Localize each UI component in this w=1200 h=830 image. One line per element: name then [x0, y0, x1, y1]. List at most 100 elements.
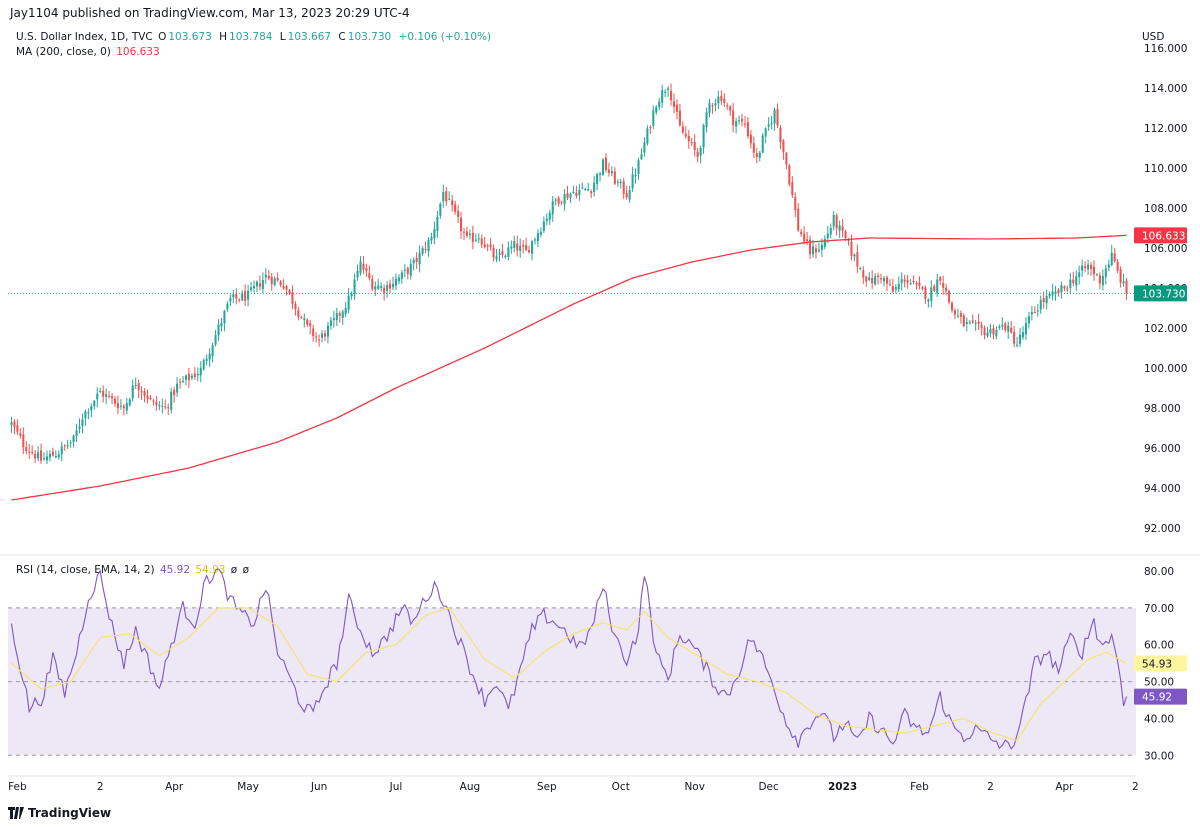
candle-body: [13, 421, 16, 428]
candle-body: [637, 160, 640, 175]
candle-body: [344, 308, 347, 314]
candle-body: [427, 240, 430, 252]
candle-body: [942, 283, 945, 288]
ma-legend[interactable]: MA (200, close, 0) 106.633: [16, 46, 162, 58]
candle-body: [309, 323, 312, 327]
candle-body: [687, 135, 690, 142]
candle-body: [933, 285, 936, 291]
tradingview-logo[interactable]: TradingView: [8, 806, 111, 820]
candle-body: [708, 103, 711, 113]
candle-body: [1021, 332, 1025, 338]
candle-body: [832, 215, 835, 227]
candle-body: [477, 238, 480, 240]
candle-body: [915, 283, 918, 285]
candle-body: [276, 278, 279, 281]
candle-body: [631, 174, 634, 189]
candle-body: [732, 110, 735, 126]
candle-body: [10, 422, 13, 425]
time-axis-label: Sep: [537, 781, 557, 793]
candle-body: [740, 118, 744, 122]
candle-body: [439, 203, 442, 216]
candle-body: [161, 406, 164, 408]
candle-body: [96, 393, 99, 400]
candle-body: [474, 239, 477, 241]
candle-body: [105, 394, 108, 397]
rsi-legend[interactable]: RSI (14, close, EMA, 14, 2) 45.92 54.93 …: [16, 564, 251, 576]
candle-body: [948, 290, 951, 303]
candle-body: [93, 400, 96, 407]
time-axis-label: Feb: [910, 781, 929, 793]
candle-body: [430, 236, 433, 241]
candle-body: [371, 278, 374, 290]
candle-body: [1098, 275, 1101, 284]
candle-body: [785, 152, 788, 165]
ma-label: MA (200, close, 0): [16, 46, 111, 58]
candle-body: [1039, 300, 1042, 310]
candle-body: [400, 272, 403, 279]
candle-body: [495, 256, 498, 260]
candle-body: [548, 212, 551, 220]
candle-body: [211, 345, 214, 357]
candle-body: [607, 169, 610, 173]
candle-body: [250, 287, 253, 291]
candle-body: [468, 233, 471, 236]
candle-body: [803, 233, 806, 242]
candle-body: [986, 332, 989, 337]
candle-body: [1060, 285, 1063, 293]
candle-body: [217, 324, 220, 336]
candle-body: [108, 395, 111, 397]
candle-body: [297, 310, 300, 317]
candle-body: [486, 245, 489, 247]
candle-body: [767, 124, 770, 127]
candle-body: [684, 133, 687, 137]
candle-body: [252, 286, 256, 289]
candle-body: [471, 232, 474, 242]
candle-body: [533, 239, 537, 241]
candle-body: [569, 193, 572, 198]
price-axis-tick: 100.000: [1144, 363, 1187, 375]
candle-body: [557, 197, 560, 204]
candle-body: [1036, 310, 1039, 312]
candle-body: [936, 279, 939, 294]
candle-body: [350, 293, 353, 297]
candle-body: [983, 327, 986, 336]
candle-body: [989, 328, 992, 334]
candle-body: [389, 283, 392, 289]
candle-body: [820, 244, 823, 250]
candle-body: [835, 215, 838, 229]
last-price-tag-text: 103.730: [1142, 288, 1185, 300]
candle-body: [279, 281, 282, 286]
candle-body: [752, 143, 755, 153]
rsi-extra-2: ø: [242, 564, 249, 576]
candle-body: [814, 248, 818, 253]
rsi-ma-line: [11, 607, 1127, 742]
candle-body: [270, 276, 273, 284]
candle-body: [735, 121, 738, 127]
candle-body: [241, 293, 244, 301]
candle-body: [1019, 334, 1022, 344]
candle-body: [655, 107, 658, 113]
candle-body: [134, 385, 137, 387]
price-axis-tick: 92.000: [1144, 523, 1181, 535]
candle-body: [315, 336, 318, 338]
candle-body: [1054, 291, 1057, 295]
rsi-label: RSI (14, close, EMA, 14, 2): [16, 564, 155, 576]
candle-body: [545, 218, 548, 221]
candle-body: [853, 254, 856, 257]
candle-body: [711, 105, 714, 107]
candle-body: [749, 134, 752, 144]
candle-body: [507, 247, 510, 257]
candle-body: [761, 135, 764, 153]
candle-body: [498, 253, 501, 256]
candle-body: [300, 317, 303, 319]
candle-body: [451, 200, 454, 206]
candle-body: [939, 277, 942, 281]
candle-body: [616, 181, 619, 183]
candle-body: [415, 257, 418, 262]
candle-body: [190, 375, 193, 379]
candle-body: [146, 395, 149, 399]
candle-body: [658, 101, 661, 108]
symbol-label[interactable]: U.S. Dollar Index, 1D, TVC: [16, 31, 153, 43]
candle-body: [1110, 252, 1113, 266]
